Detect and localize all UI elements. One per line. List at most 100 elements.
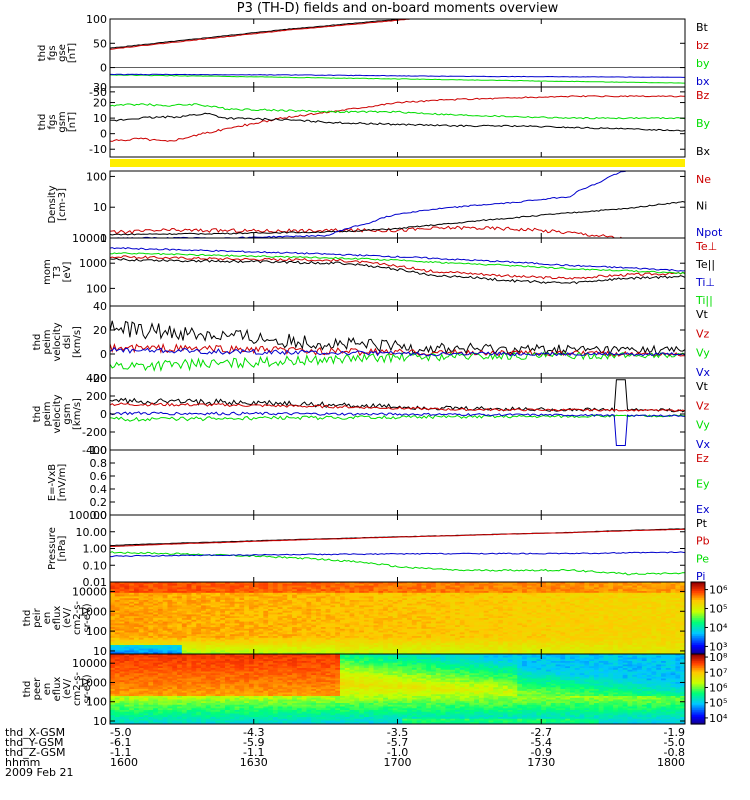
spectrogram-cell (172, 603, 178, 606)
spectrogram-cell (301, 634, 308, 637)
spectrogram-cell (550, 618, 557, 621)
spectrogram-cell (210, 618, 217, 621)
spectrogram-cell (277, 589, 284, 592)
spectrogram-cell (656, 582, 662, 585)
spectrogram-cell (301, 621, 308, 624)
spectrogram-cell (296, 589, 303, 592)
spectrogram-cell (296, 610, 303, 614)
spectrogram-cell (129, 643, 135, 646)
spectrogram-cell (469, 589, 475, 592)
spectrogram-cell (172, 582, 178, 585)
spectrogram-cell (440, 637, 447, 641)
spectrogram-cell (392, 628, 399, 632)
spectrogram-cell (225, 585, 231, 588)
spectrogram-cell (205, 627, 212, 630)
spectrogram-cell (201, 650, 207, 653)
spectrogram-cell (148, 612, 154, 615)
spectrogram-cell (263, 645, 269, 648)
spectrogram-cell (349, 607, 355, 610)
spectrogram-cell (593, 623, 600, 626)
spectrogram-cell (301, 618, 308, 621)
spectrogram-cell (368, 627, 375, 630)
spectrogram-cell (340, 641, 346, 644)
spectrogram-cell (550, 645, 557, 648)
spectrogram-cell (411, 646, 418, 650)
spectrogram-cell (502, 652, 509, 654)
spectrogram-cell (359, 592, 365, 596)
spectrogram-cell (411, 582, 418, 585)
spectrogram-cell (397, 591, 403, 594)
spectrogram-cell (272, 596, 279, 599)
spectrogram-cell (148, 632, 154, 635)
spectrogram-cell (565, 643, 571, 646)
spectrogram-cell (363, 596, 370, 599)
spectrogram-cell (268, 596, 274, 599)
spectrogram-cell (311, 607, 317, 610)
spectrogram-cell (512, 601, 518, 605)
spectrogram-cell (435, 614, 442, 617)
spectrogram-cell (421, 600, 427, 603)
spectrogram-cell (129, 582, 135, 585)
y-axis-label-line: [nPa] (57, 535, 68, 561)
spectrogram-cell (517, 589, 523, 592)
spectrogram-cell (124, 628, 130, 632)
spectrogram-cell (253, 650, 260, 653)
spectrogram-cell (234, 634, 240, 637)
spectrogram-cell (373, 645, 379, 648)
spectrogram-cell (287, 636, 293, 639)
spectrogram-cell (311, 643, 317, 646)
spectrogram-cell (340, 650, 346, 653)
spectrogram-cell (392, 630, 399, 633)
spectrogram-cell (325, 591, 332, 594)
spectrogram-cell (349, 585, 355, 588)
spectrogram-cell (641, 610, 648, 614)
spectrogram-cell (646, 589, 653, 592)
spectrogram-cell (277, 609, 284, 612)
spectrogram-cell (392, 582, 399, 585)
spectrogram-cell (478, 582, 485, 585)
spectrogram-cell (292, 637, 298, 641)
y-axis-label-line: thd (32, 406, 43, 423)
spectrogram-cell (215, 585, 221, 588)
spectrogram-cell (129, 625, 135, 628)
spectrogram-cell (244, 612, 250, 615)
spectrogram-cell (186, 589, 193, 592)
spectrogram-cell (589, 582, 595, 585)
spectrogram-cell (340, 646, 346, 650)
spectrogram-cell (440, 614, 447, 617)
spectrogram-cell (244, 607, 250, 610)
spectrogram-cell (282, 591, 288, 594)
spectrogram-cell (411, 601, 418, 605)
spectrogram-cell (253, 592, 260, 596)
spectrogram-cell (378, 621, 384, 624)
spectrogram-cell (167, 605, 173, 608)
spectrogram-cell (450, 609, 456, 612)
spectrogram-cell (268, 645, 274, 648)
spectrogram-cell (244, 582, 250, 585)
spectrogram-cell (287, 632, 293, 635)
spectrogram-cell (177, 596, 183, 599)
spectrogram-cell (210, 592, 217, 596)
spectrogram-cell (637, 614, 643, 617)
spectrogram-cell (546, 628, 552, 632)
y-axis-label-line: [cm-3] (57, 188, 68, 221)
spectrogram-cell (114, 652, 121, 654)
spectrogram-cell (555, 637, 562, 641)
spectrogram-cell (387, 607, 394, 610)
spectrogram-cell (287, 603, 293, 606)
spectrogram-cell (608, 634, 614, 637)
spectrogram-cell (157, 610, 164, 614)
y-axis-label-line: thd (37, 45, 48, 62)
spectrogram-cell (205, 643, 212, 646)
spectrogram-cell (478, 610, 485, 614)
spectrogram-cell (426, 645, 432, 648)
spectrogram-cell (665, 636, 672, 639)
spectrogram-cell (167, 643, 173, 646)
spectrogram-cell (253, 628, 260, 632)
spectrogram-cell (656, 609, 662, 612)
spectrogram-cell (320, 627, 327, 630)
y-tick-label: -20 (89, 372, 107, 385)
spectrogram-cell (541, 583, 547, 587)
spectrogram-cell (239, 636, 245, 639)
spectrogram-cell (124, 630, 130, 633)
